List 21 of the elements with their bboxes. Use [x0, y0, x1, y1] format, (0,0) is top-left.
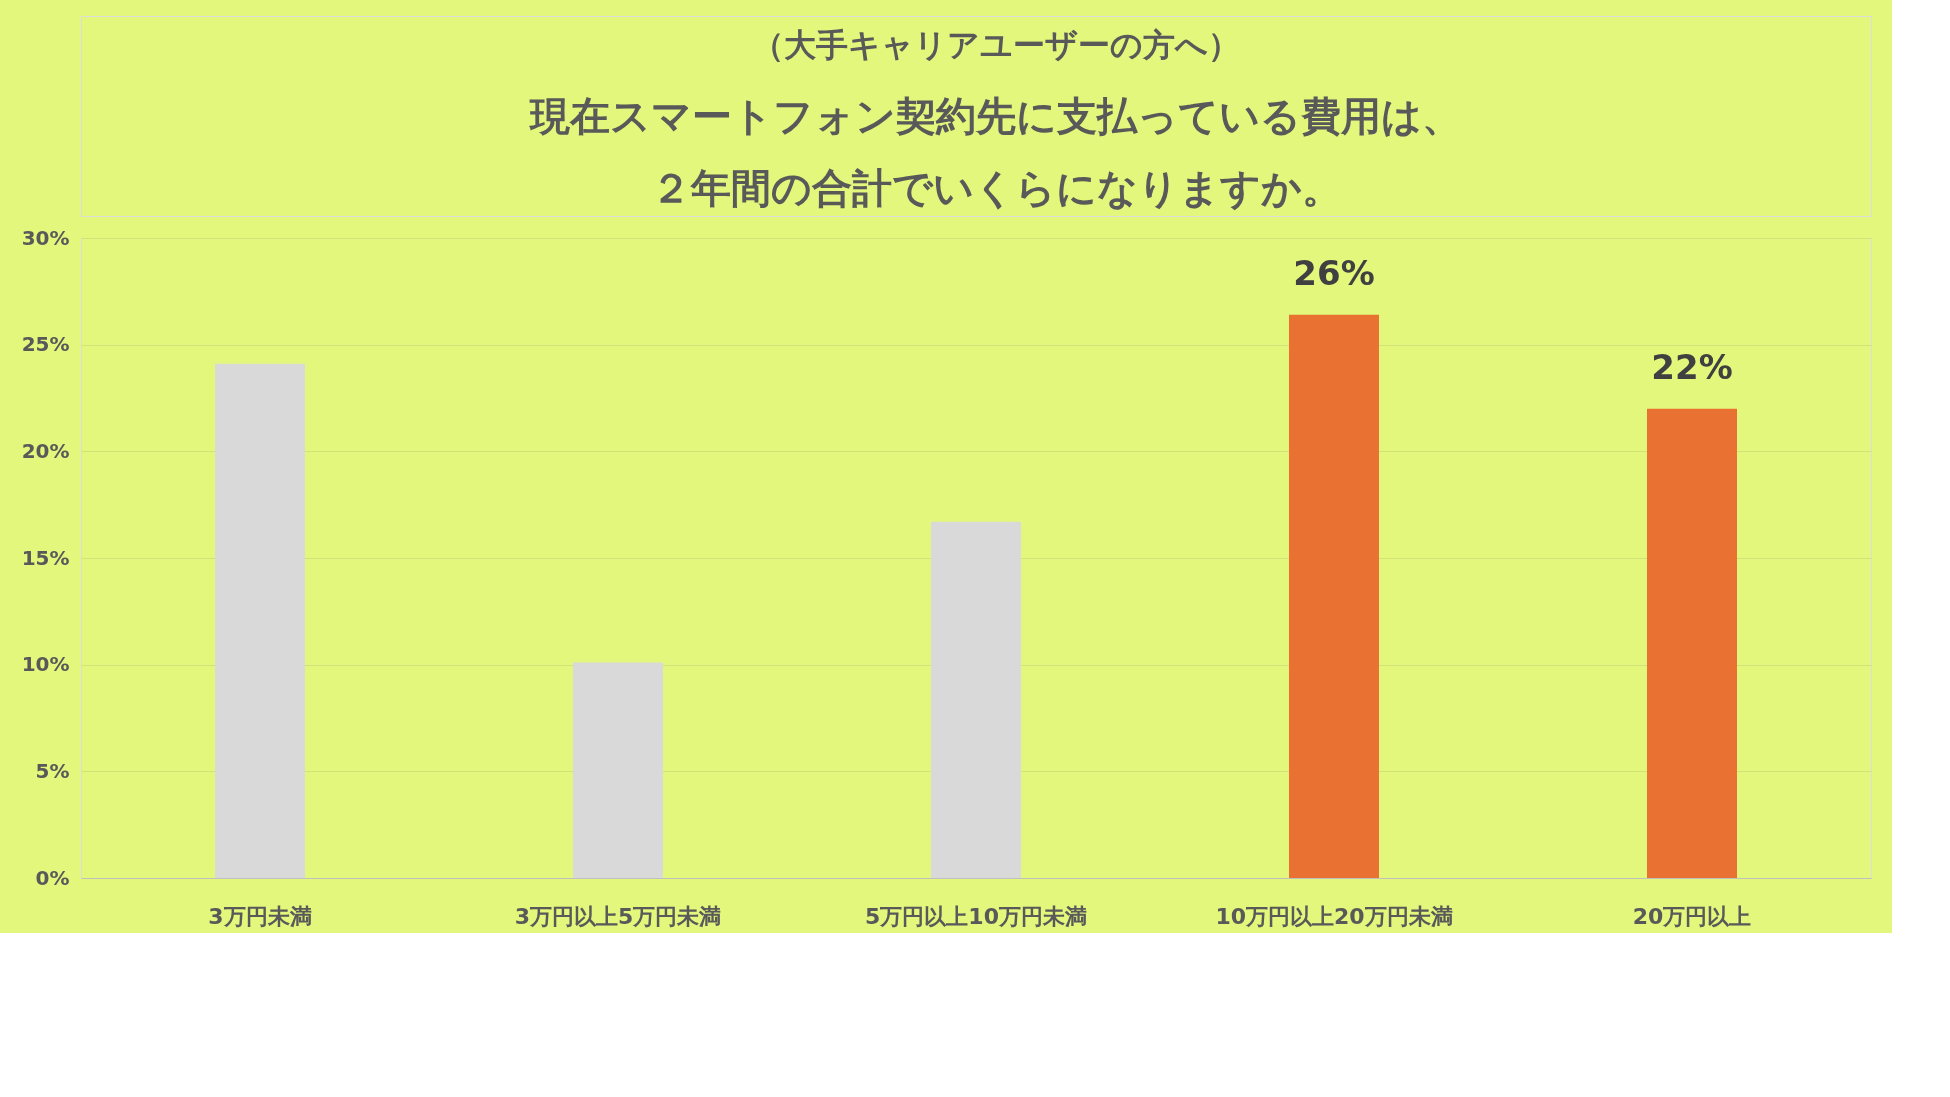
x-tick-label: 20万円以上 — [1632, 903, 1752, 929]
chart-title: 現在スマートフォン契約先に支払っている費用は、２年間の合計でいくらになりますか。 — [528, 93, 1462, 211]
bar — [1289, 314, 1379, 878]
bar — [1647, 408, 1737, 878]
y-tick-label: 20% — [21, 438, 70, 463]
y-tick-label: 15% — [21, 545, 70, 570]
chart-subtitle: （大手キャリアユーザーの方へ） — [752, 26, 1240, 64]
bar — [931, 521, 1021, 878]
x-tick-label: 3万円以上5万円未満 — [514, 903, 722, 929]
x-tick-label: 3万円未満 — [208, 903, 312, 929]
bar — [215, 363, 305, 878]
x-tick-label: 10万円以上20万円未満 — [1215, 903, 1453, 929]
y-tick-label: 25% — [21, 332, 70, 357]
data-label: 22% — [1651, 346, 1733, 387]
bar — [573, 662, 663, 878]
y-tick-label: 10% — [21, 652, 70, 677]
y-tick-label: 30% — [21, 225, 70, 250]
x-tick-label: 5万円以上10万円未満 — [865, 903, 1087, 929]
y-tick-label: 0% — [35, 865, 70, 890]
data-label: 26% — [1293, 252, 1375, 293]
y-tick-label: 5% — [35, 758, 70, 783]
